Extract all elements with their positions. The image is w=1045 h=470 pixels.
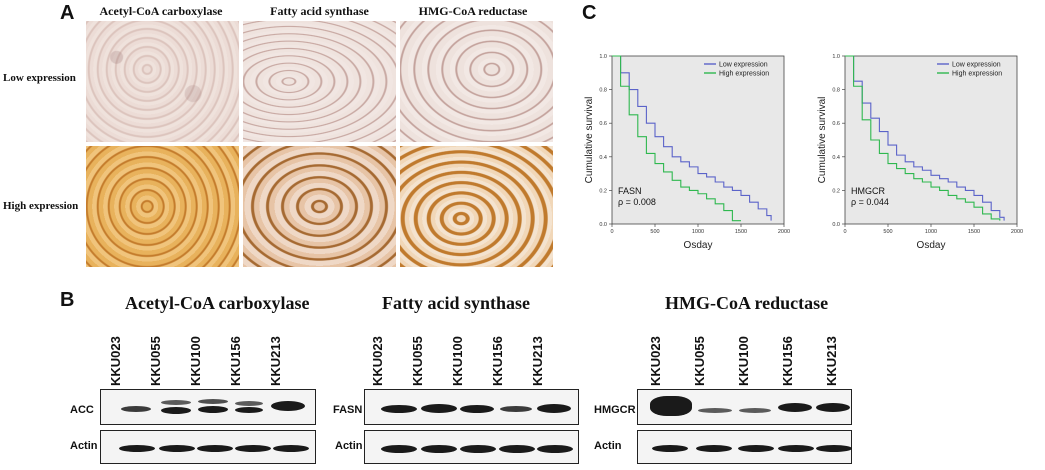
- y-tick-label: 0.0: [832, 222, 840, 228]
- blot-actin-acc: [100, 430, 316, 464]
- ihc-image-acc-low: [86, 21, 239, 142]
- y-tick-label: 0.4: [599, 155, 607, 161]
- panel-letter-b: B: [60, 289, 75, 311]
- lane-label: KKU100: [188, 336, 203, 386]
- panel-letter-a: A: [60, 2, 75, 24]
- ihc-image-fasn-low: [243, 21, 396, 142]
- legend-label: High expression: [719, 71, 769, 78]
- ihc-column-title-acc: Acetyl-CoA carboxylase: [99, 4, 223, 18]
- ihc-row-label-high: High expression: [3, 200, 79, 212]
- series-line-low: [845, 55, 1005, 221]
- y-tick-label: 0.0: [599, 222, 607, 228]
- ihc-column-title-fasn: Fatty acid synthase: [270, 4, 369, 18]
- y-tick-label: 0.4: [832, 155, 840, 161]
- y-axis-label: Cumulative survival: [584, 97, 595, 184]
- y-tick-label: 0.8: [599, 88, 607, 94]
- legend-label: High expression: [952, 71, 1002, 78]
- x-tick-label: 0: [843, 229, 846, 235]
- annotation-gene: HMGCR: [851, 186, 885, 196]
- ihc-image-hmgcr-low: [400, 21, 553, 142]
- lane-label: KKU156: [780, 336, 795, 386]
- y-axis-label: Cumulative survival: [817, 97, 828, 184]
- lane-label: KKU055: [692, 336, 707, 386]
- lane-label: KKU100: [450, 336, 465, 386]
- protein-label-fasn: FASN: [333, 404, 363, 416]
- lane-label: KKU100: [736, 336, 751, 386]
- lane-label: KKU023: [370, 336, 385, 386]
- km-plot-hmgcr: 0.0 0.2 0.4 0.6 0.8 1.0 0 500 1000 1500 2000 Osday C…: [817, 54, 1023, 251]
- protein-label-hmgcr: HMGCR: [594, 404, 636, 416]
- blot-title-fasn: Fatty acid synthase: [382, 293, 530, 313]
- y-tick-label: 0.8: [832, 88, 840, 94]
- ihc-image-acc-high: [86, 146, 239, 267]
- y-tick-label: 0.2: [599, 188, 607, 194]
- blot-title-acc: Acetyl-CoA carboxylase: [125, 293, 310, 313]
- annotation-gene: FASN: [618, 186, 642, 196]
- series-line-high: [612, 55, 741, 222]
- ihc-row-label-low: Low expression: [3, 72, 76, 84]
- y-tick-label: 1.0: [832, 54, 840, 60]
- blot-hmgcr: [637, 389, 852, 425]
- plot-area: [611, 55, 785, 225]
- y-tick-label: 0.6: [599, 121, 607, 127]
- lane-label: KKU213: [530, 336, 545, 386]
- x-tick-label: 1500: [735, 229, 747, 235]
- y-tick-label: 0.6: [832, 121, 840, 127]
- lane-label: KKU055: [148, 336, 163, 386]
- annotation-p-value: ρ = 0.008: [618, 197, 656, 207]
- blot-actin-fasn: [364, 430, 579, 464]
- lane-label: KKU156: [228, 336, 243, 386]
- x-tick-label: 0: [610, 229, 613, 235]
- lane-label: KKU213: [268, 336, 283, 386]
- ihc-image-fasn-high: [243, 146, 396, 267]
- protein-label-actin: Actin: [594, 440, 622, 452]
- x-axis-label: Osday: [684, 240, 713, 251]
- lane-label: KKU023: [108, 336, 123, 386]
- annotation-p-value: ρ = 0.044: [851, 197, 889, 207]
- lane-label: KKU023: [648, 336, 663, 386]
- blot-actin-hmgcr: [637, 430, 852, 464]
- blot-title-hmgcr: HMG-CoA reductase: [665, 293, 829, 313]
- legend-label: Low expression: [952, 62, 1001, 69]
- x-tick-label: 2000: [778, 229, 790, 235]
- protein-label-actin: Actin: [335, 440, 363, 452]
- series-line-high: [845, 55, 1001, 221]
- panel-letter-c: C: [582, 2, 597, 24]
- x-tick-label: 500: [883, 229, 892, 235]
- y-tick-label: 0.2: [832, 188, 840, 194]
- x-tick-label: 2000: [1011, 229, 1023, 235]
- protein-label-actin: Actin: [70, 440, 98, 452]
- legend-label: Low expression: [719, 62, 768, 69]
- x-tick-label: 1500: [968, 229, 980, 235]
- blot-fasn: [364, 389, 579, 425]
- blot-acc: [100, 389, 316, 425]
- protein-label-acc: ACC: [70, 404, 94, 416]
- x-tick-label: 500: [650, 229, 659, 235]
- km-plot-fasn: 0.0 0.2 0.4 0.6 0.8 1.0 0 500 1000 1500 2000 Osday C…: [584, 54, 790, 251]
- lane-label: KKU156: [490, 336, 505, 386]
- x-axis-label: Osday: [917, 240, 946, 251]
- ihc-image-hmgcr-high: [400, 146, 553, 267]
- y-tick-label: 1.0: [599, 54, 607, 60]
- series-line-low: [612, 55, 772, 221]
- x-tick-label: 1000: [692, 229, 704, 235]
- lane-label: KKU213: [824, 336, 839, 386]
- x-tick-label: 1000: [925, 229, 937, 235]
- ihc-column-title-hmgcr: HMG-CoA reductase: [418, 4, 528, 18]
- lane-label: KKU055: [410, 336, 425, 386]
